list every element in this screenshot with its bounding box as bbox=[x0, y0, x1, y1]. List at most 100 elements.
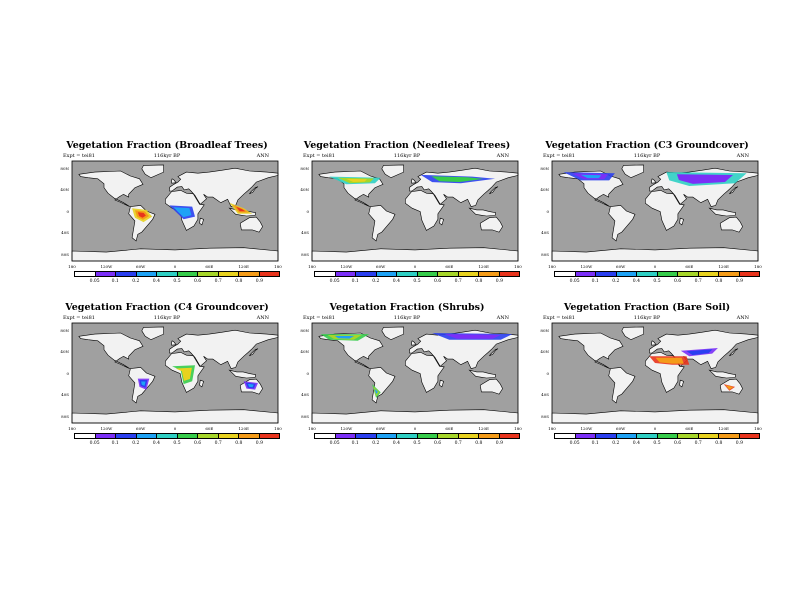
map-frame bbox=[551, 160, 759, 262]
lon-tick-label: 120E bbox=[718, 264, 729, 269]
colorbar-tick-label: 0.4 bbox=[152, 441, 160, 446]
lat-tick-label: 40N bbox=[60, 187, 69, 192]
lon-tick-label: 60W bbox=[616, 426, 626, 431]
colorbar-segment bbox=[575, 434, 596, 438]
colorbar-tick-label: 0.4 bbox=[632, 441, 640, 446]
fraction-patch-core bbox=[725, 385, 734, 390]
fraction-patch-core bbox=[346, 178, 367, 182]
colorbar-segment bbox=[376, 272, 397, 276]
lon-tick-label: 180 bbox=[754, 264, 762, 269]
land-australia bbox=[479, 216, 503, 233]
colorbar-labels: 0.05 0.1 0.2 0.4 0.5 0.6 0.7 0.8 0.9 bbox=[554, 279, 760, 285]
map-frame bbox=[311, 160, 519, 262]
experiment-label: Expt = tei81 bbox=[303, 315, 335, 321]
land-britain bbox=[411, 340, 417, 346]
lon-tick-label: 0 bbox=[653, 426, 657, 431]
land-greenland bbox=[621, 164, 644, 179]
colorbar-tick-label: 0.05 bbox=[569, 279, 580, 284]
lon-tick-label: 120W bbox=[340, 264, 353, 269]
colorbar-segment bbox=[616, 434, 637, 438]
colorbar-segment bbox=[356, 272, 377, 276]
colorbar-segment bbox=[698, 434, 719, 438]
land-madagascar bbox=[439, 217, 444, 226]
colorbar-segment bbox=[657, 272, 678, 276]
lon-tick-label: 60E bbox=[685, 426, 694, 431]
land-greenland bbox=[621, 326, 644, 341]
land-indonesia bbox=[468, 369, 497, 379]
lat-tick-label: 80S bbox=[61, 414, 69, 419]
colorbar-tick-label: 0.7 bbox=[454, 279, 462, 284]
map-panel: Vegetation Fraction (Needleleaf Trees) Ex… bbox=[297, 140, 521, 285]
land-indonesia bbox=[708, 369, 737, 379]
lat-tick-label: 40N bbox=[300, 187, 309, 192]
colorbar-tick-label: 0.8 bbox=[475, 279, 483, 284]
colorbar-segment bbox=[678, 272, 699, 276]
colorbar-segment bbox=[499, 434, 519, 438]
colorbar-segment bbox=[218, 434, 239, 438]
land-britain bbox=[171, 340, 177, 346]
land-greenland bbox=[141, 326, 164, 341]
land-britain bbox=[651, 178, 657, 184]
colorbar-segment bbox=[315, 272, 336, 276]
colorbar-segment bbox=[479, 434, 500, 438]
lat-tick-label: 80S bbox=[541, 252, 549, 257]
world-map bbox=[551, 160, 759, 262]
lon-tick-label: 0 bbox=[413, 426, 417, 431]
world-map bbox=[311, 160, 519, 262]
colorbar-tick-label: 0.6 bbox=[434, 441, 442, 446]
lat-tick-label: 40S bbox=[541, 230, 549, 235]
colorbar-segment bbox=[177, 272, 198, 276]
lon-tick-label: 180 bbox=[274, 426, 282, 431]
colorbar-tick-label: 0.4 bbox=[152, 279, 160, 284]
colorbar-segment bbox=[575, 272, 596, 276]
colorbar-tick-label: 0.8 bbox=[715, 441, 723, 446]
colorbar-tick-label: 0.1 bbox=[351, 441, 359, 446]
colorbar-tick-label: 0.9 bbox=[735, 441, 743, 446]
colorbar-tick-label: 0.6 bbox=[194, 441, 202, 446]
colorbar-tick-label: 0.6 bbox=[674, 441, 682, 446]
fraction-patch-core bbox=[655, 357, 684, 364]
lon-tick-label: 0 bbox=[413, 264, 417, 269]
map-frame bbox=[551, 322, 759, 424]
land-australia bbox=[719, 216, 743, 233]
land-australia bbox=[239, 216, 263, 233]
land-south-america bbox=[608, 367, 636, 404]
colorbar-tick-label: 0.7 bbox=[694, 279, 702, 284]
colorbar-segment bbox=[555, 434, 576, 438]
colorbar-tick-label: 0.7 bbox=[454, 441, 462, 446]
map-frame bbox=[71, 322, 279, 424]
land-greenland bbox=[141, 164, 164, 179]
colorbar-tick-label: 0.1 bbox=[351, 279, 359, 284]
colorbar-tick-label: 0.8 bbox=[235, 441, 243, 446]
colorbar-tick-label: 0.1 bbox=[591, 279, 599, 284]
colorbar-segment bbox=[75, 272, 96, 276]
colorbar-segment bbox=[95, 434, 116, 438]
lon-tick-label: 180 bbox=[754, 426, 762, 431]
period-label: 116kyr BP bbox=[153, 153, 181, 159]
lat-tick-label: 80S bbox=[541, 414, 549, 419]
colorbar-tick-label: 0.5 bbox=[413, 279, 421, 284]
map-panel: Vegetation Fraction (Broadleaf Trees) Exp… bbox=[57, 140, 281, 285]
land-africa bbox=[405, 352, 445, 393]
lat-tick-label: 80S bbox=[301, 414, 309, 419]
land-japan bbox=[249, 348, 259, 357]
world-map bbox=[71, 322, 279, 424]
colorbar-segment bbox=[596, 272, 617, 276]
land-madagascar bbox=[439, 379, 444, 388]
colorbar-labels: 0.05 0.1 0.2 0.4 0.5 0.6 0.7 0.8 0.9 bbox=[554, 441, 760, 447]
fraction-patch-core bbox=[248, 383, 254, 388]
map-panel: Vegetation Fraction (Bare Soil) Expt = te… bbox=[537, 302, 761, 447]
colorbar-tick-label: 0.6 bbox=[434, 279, 442, 284]
lon-tick-label: 120E bbox=[478, 426, 489, 431]
land-japan bbox=[729, 348, 739, 357]
fraction-patch-core bbox=[374, 388, 378, 395]
fraction-patch-core bbox=[431, 176, 484, 182]
colorbar-tick-label: 0.5 bbox=[173, 279, 181, 284]
land-eurasia bbox=[168, 167, 279, 207]
lat-tick-label: 80S bbox=[301, 252, 309, 257]
map-panel: Vegetation Fraction (C3 Groundcover) Expt… bbox=[537, 140, 761, 285]
fraction-patch-core bbox=[236, 206, 246, 212]
land-south-america bbox=[368, 205, 396, 242]
land-africa bbox=[645, 190, 685, 231]
colorbar bbox=[74, 271, 280, 277]
